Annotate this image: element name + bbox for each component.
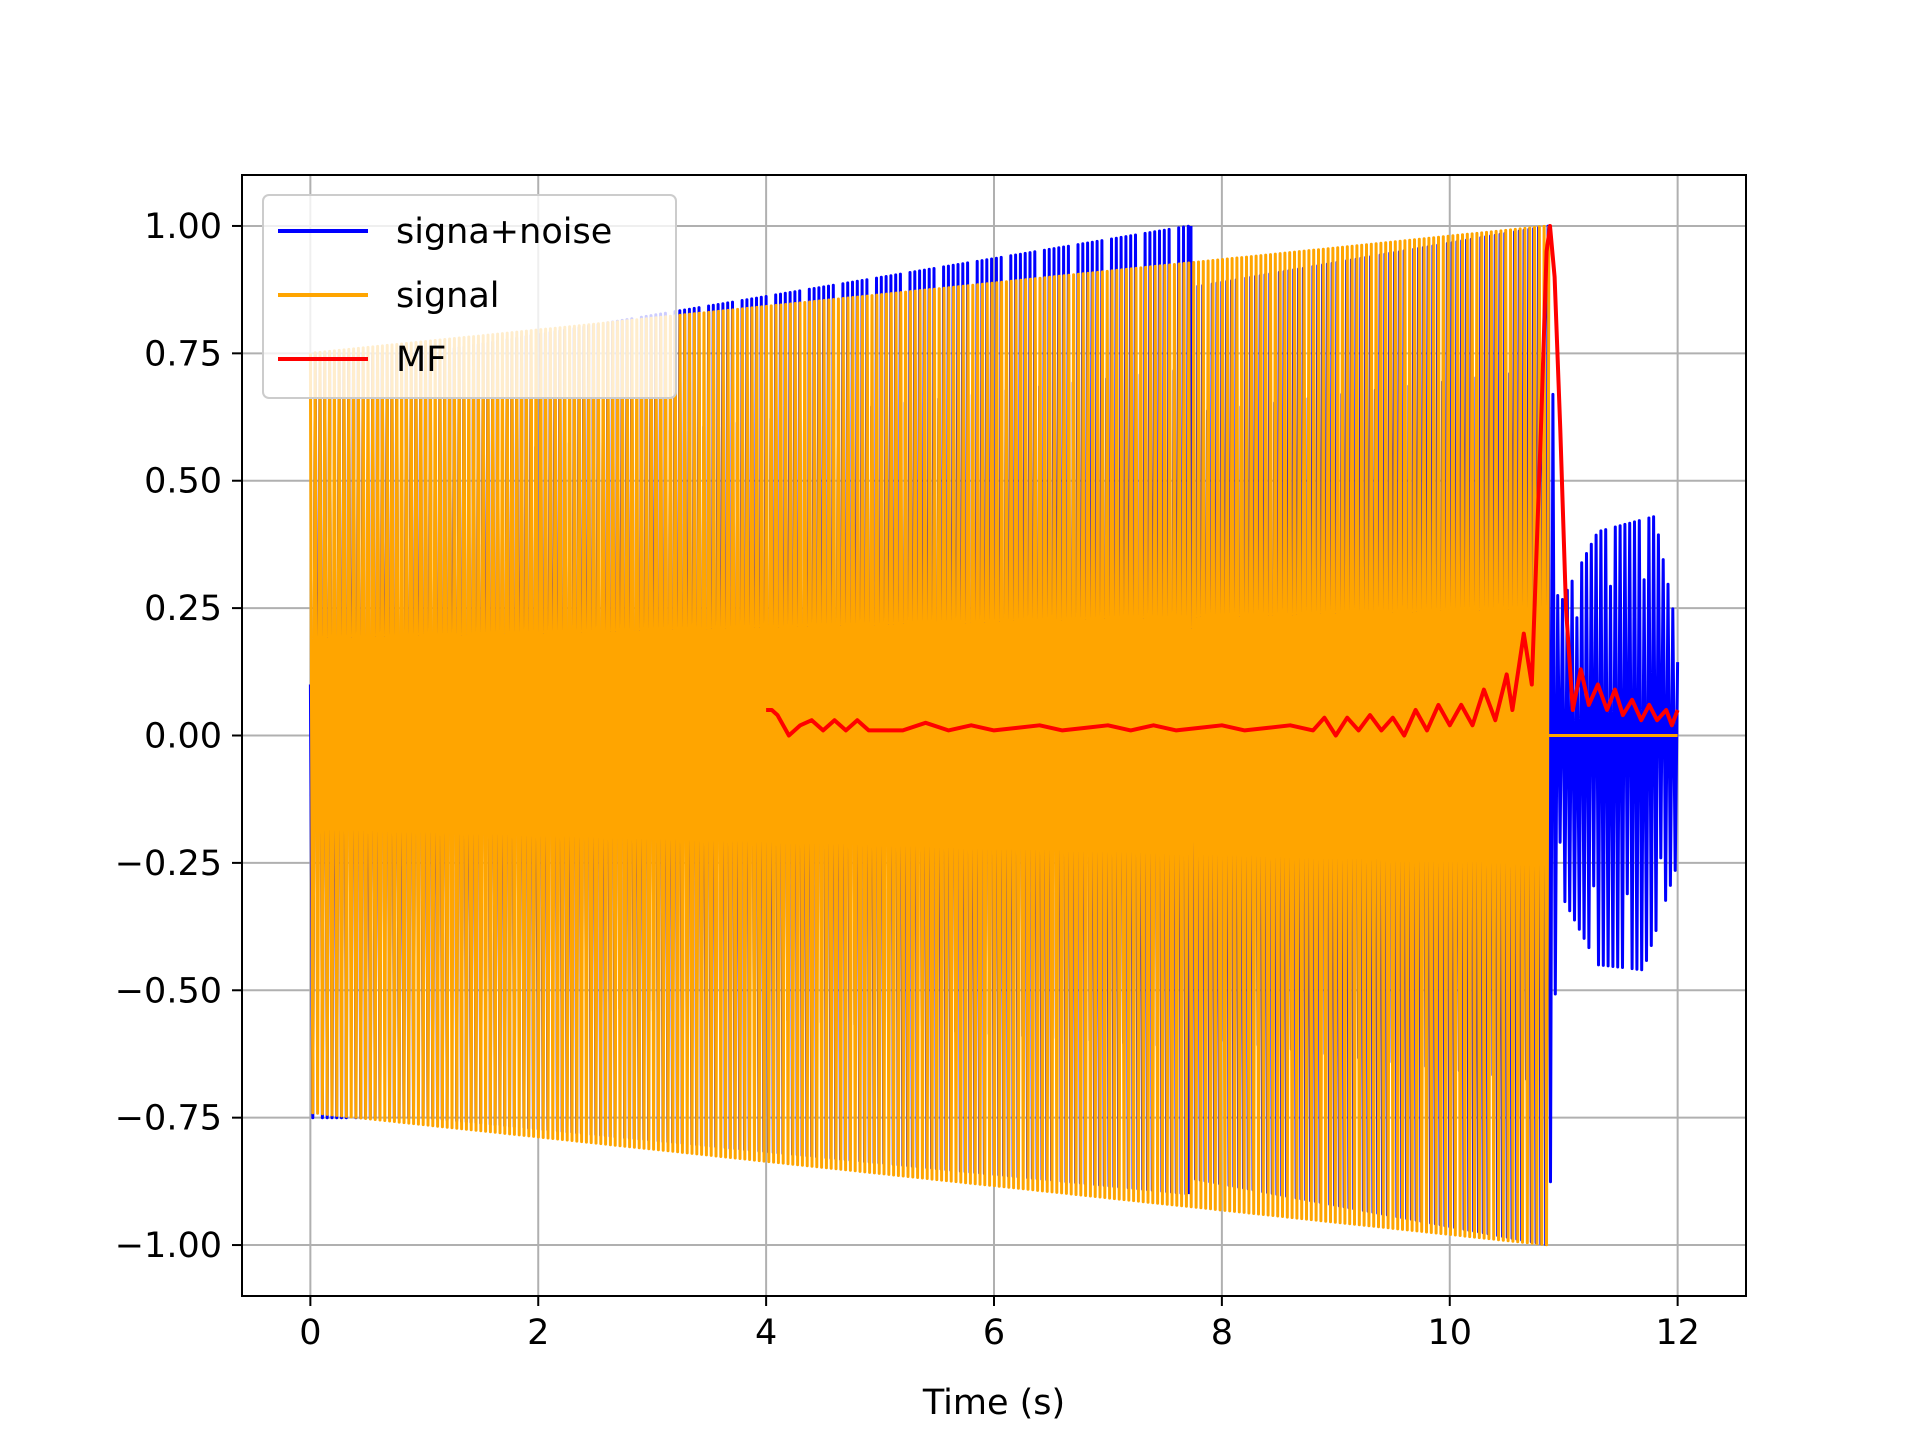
y-tick-label: 0.50: [144, 462, 222, 502]
y-tick-label: 0.25: [144, 589, 222, 629]
legend-label: signa+noise: [396, 212, 612, 252]
y-tick-label: −1.00: [115, 1226, 222, 1266]
x-tick-label: 6: [983, 1313, 1005, 1353]
series-line: [766, 224, 1680, 738]
axes: 0 2 4 6 8 10 12 1.00 0.75 0.50 0.25 0.00 −0.25 −0.50 −…: [115, 207, 1700, 1353]
y-tick-label: −0.75: [115, 1099, 222, 1139]
x-tick-label: 2: [527, 1313, 549, 1353]
y-tick-label: −0.25: [115, 844, 222, 884]
y-tick-label: 1.00: [144, 207, 222, 247]
y-tick-label: −0.50: [115, 971, 222, 1011]
legend-label: signal: [396, 276, 500, 316]
series-mf: [766, 224, 1680, 738]
y-tick-label: 0.00: [144, 717, 222, 757]
x-tick-label: 10: [1427, 1313, 1472, 1353]
legend-box: [262, 194, 677, 399]
x-axis-label: Time (s): [922, 1383, 1065, 1423]
x-tick-label: 0: [299, 1313, 321, 1353]
legend: signa+noise signal MF: [262, 194, 677, 399]
x-tick-label: 12: [1655, 1313, 1700, 1353]
x-tick-label: 4: [755, 1313, 777, 1353]
y-tick-label: 0.75: [144, 334, 222, 374]
legend-label: MF: [396, 340, 446, 380]
x-tick-label: 8: [1211, 1313, 1233, 1353]
